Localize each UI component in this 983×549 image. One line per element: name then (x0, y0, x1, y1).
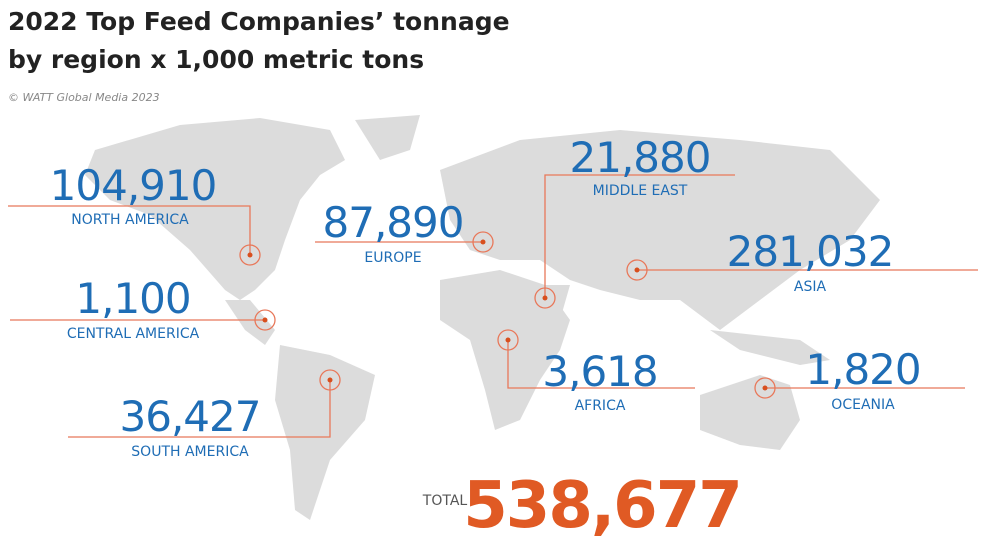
region-name: NORTH AMERICA (71, 212, 189, 228)
region-value: 3,618 (542, 347, 657, 396)
title: 2022 Top Feed Companies’ tonnage (8, 7, 510, 36)
total-label: TOTAL (422, 493, 468, 509)
region-name: CENTRAL AMERICA (67, 326, 200, 342)
region-name: OCEANIA (831, 397, 895, 413)
region-value: 281,032 (727, 227, 894, 276)
region-value: 21,880 (570, 133, 711, 182)
region-value: 1,100 (75, 274, 190, 323)
region-name: SOUTH AMERICA (131, 444, 249, 460)
world-map (85, 115, 880, 520)
region-name: EUROPE (364, 250, 421, 266)
region-value: 87,890 (323, 198, 464, 247)
region-value: 104,910 (50, 161, 217, 210)
region-name: AFRICA (575, 398, 626, 414)
title: by region x 1,000 metric tons (8, 45, 424, 74)
region-value: 1,820 (805, 345, 920, 394)
credit: © WATT Global Media 2023 (8, 91, 160, 104)
region-name: MIDDLE EAST (593, 183, 688, 199)
total-value: 538,677 (463, 469, 741, 543)
leaders (8, 174, 978, 438)
region-name: ASIA (794, 279, 827, 295)
region-value: 36,427 (120, 392, 261, 441)
